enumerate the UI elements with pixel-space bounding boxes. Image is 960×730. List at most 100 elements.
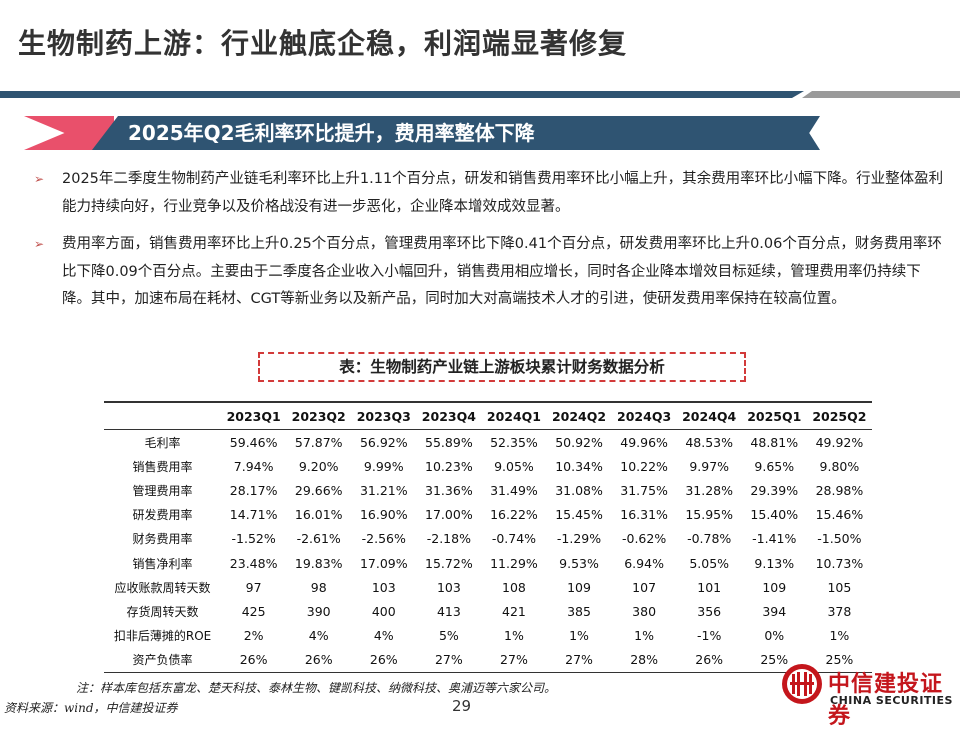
data-cell: -2.56% — [361, 531, 406, 547]
data-cell: 10.73% — [815, 555, 864, 571]
data-cell: -0.78% — [687, 531, 732, 547]
row-label-cell: 存货周转天数 — [126, 604, 199, 619]
data-cell: 10.34% — [555, 458, 603, 474]
data-cell: 17.09% — [359, 555, 408, 571]
data-cell: 15.95% — [685, 507, 734, 523]
data-cell: 49.92% — [815, 434, 864, 450]
page-title: 生物制药上游：行业触底企稳，利润端显著修复 — [18, 27, 628, 60]
row-label-cell: 销售费用率 — [132, 459, 193, 474]
data-cell: 16.31% — [620, 507, 668, 523]
data-cell: 57.87% — [294, 434, 343, 450]
source-text: 资料来源：wind，中信建投证券 — [4, 701, 178, 715]
data-cell: 2% — [243, 628, 264, 644]
data-cell: 413 — [436, 603, 461, 619]
header-cell: 2023Q1 — [221, 401, 287, 430]
data-cell: -0.62% — [621, 531, 667, 547]
data-cell: 56.92% — [359, 434, 408, 450]
data-cell: 105 — [827, 579, 852, 595]
table-row: 存货周转天数 425 390 400 413 421 385 380 356 394 378 — [104, 599, 872, 623]
data-cell: 394 — [762, 603, 787, 619]
data-cell: 55.89% — [425, 434, 473, 450]
data-cell: 49.96% — [620, 434, 668, 450]
bullet-item: ➢ 费用率方面，销售费用率环比上升0.25个百分点，管理费用率环比下降0.41个… — [34, 231, 944, 314]
data-cell: -0.74% — [491, 531, 537, 547]
data-cell: 31.49% — [490, 482, 538, 498]
data-cell: 4% — [308, 628, 329, 644]
arrow-bullet-icon: ➢ — [34, 172, 45, 186]
table-body: 毛利率 59.46% 57.87% 56.92% 55.89% 52.35% 50.92% 4… — [104, 430, 872, 673]
header-cell: 2023Q4 — [416, 401, 482, 430]
bullet-text: 2025年二季度生物制药产业链毛利率环比上升1.11个百分点，研发和销售费用率环… — [62, 171, 944, 215]
logo-emblem-icon — [782, 664, 822, 704]
bullet-list: ➢ 2025年二季度生物制药产业链毛利率环比上升1.11个百分点，研发和销售费用… — [34, 166, 944, 324]
data-cell: 9.97% — [689, 458, 730, 474]
data-cell: 5.05% — [689, 555, 730, 571]
page-number: 29 — [452, 697, 472, 715]
data-cell: 0% — [764, 628, 785, 644]
data-cell: 52.35% — [490, 434, 538, 450]
data-cell: -1% — [697, 628, 722, 644]
bullet-item: ➢ 2025年二季度生物制药产业链毛利率环比上升1.11个百分点，研发和销售费用… — [34, 166, 944, 221]
data-cell: 29.39% — [750, 482, 799, 498]
data-cell: 50.92% — [555, 434, 603, 450]
table-row: 毛利率 59.46% 57.87% 56.92% 55.89% 52.35% 50.92% 4… — [104, 430, 872, 455]
data-cell: 108 — [502, 579, 526, 595]
header-cell: 2023Q2 — [286, 401, 352, 430]
header-cell: 2024Q4 — [676, 401, 742, 430]
header-cell: 2025Q2 — [806, 401, 872, 430]
data-cell: 48.81% — [750, 434, 799, 450]
row-label-cell: 销售净利率 — [132, 556, 193, 571]
data-cell: -2.61% — [296, 531, 341, 547]
data-cell: 10.22% — [620, 458, 668, 474]
row-label-cell: 财务费用率 — [132, 532, 193, 547]
data-cell: 11.29% — [490, 555, 538, 571]
header-cell-corner — [104, 401, 222, 430]
bullet-text: 费用率方面，销售费用率环比上升0.25个百分点，管理费用率环比下降0.41个百分… — [62, 236, 942, 307]
data-cell: 9.20% — [298, 458, 339, 474]
data-cell: 16.01% — [294, 507, 343, 523]
data-cell: 27% — [546, 647, 612, 673]
arrow-bullet-icon: ➢ — [34, 237, 45, 251]
data-cell: 380 — [632, 603, 657, 619]
header-cell: 2025Q1 — [741, 401, 807, 430]
data-cell: 6.94% — [624, 555, 664, 571]
data-cell: 109 — [567, 579, 591, 595]
data-cell: 425 — [241, 603, 266, 619]
data-cell: 17.00% — [425, 507, 473, 523]
data-cell: -2.18% — [426, 531, 471, 547]
header-cell: 2024Q2 — [546, 401, 612, 430]
data-cell: 378 — [827, 603, 852, 619]
data-cell: 7.94% — [233, 458, 274, 474]
data-cell: 16.22% — [490, 507, 538, 523]
data-cell: 9.53% — [559, 555, 599, 571]
data-cell: 98 — [310, 579, 327, 595]
data-cell: 31.75% — [620, 482, 668, 498]
table-note: 注：样本库包括东富龙、楚天科技、泰林生物、键凯科技、纳微科技、奥浦迈等六家公司。 — [76, 681, 557, 695]
row-label-cell: 应收账款周转天数 — [114, 580, 211, 595]
header-cell: 2024Q3 — [611, 401, 677, 430]
table-row: 销售净利率 23.48% 19.83% 17.09% 15.72% 11.29% 9.53%… — [104, 551, 872, 575]
data-cell: 1% — [634, 628, 655, 644]
table-row: 管理费用率 28.17% 29.66% 31.21% 31.36% 31.49% 31.08… — [104, 478, 872, 502]
row-label-cell: 研发费用率 — [132, 508, 193, 523]
data-cell: 15.72% — [425, 555, 473, 571]
data-cell: 1% — [569, 628, 589, 644]
data-cell: 31.36% — [425, 482, 473, 498]
data-cell: 27% — [416, 647, 482, 673]
data-cell: 15.46% — [815, 507, 864, 523]
data-cell: 9.80% — [819, 458, 860, 474]
data-cell: 19.83% — [294, 555, 343, 571]
data-cell: 400 — [371, 603, 396, 619]
data-cell: 109 — [762, 579, 787, 595]
data-cell: 28.98% — [815, 482, 864, 498]
company-logo: 中信建投证券 CHINA SECURITIES — [780, 662, 956, 729]
data-cell: 16.90% — [359, 507, 408, 523]
data-cell: 27% — [481, 647, 547, 673]
data-cell: 59.46% — [229, 434, 278, 450]
data-cell: 25% — [806, 647, 872, 673]
data-cell: 1% — [829, 628, 850, 644]
data-cell: 356 — [697, 603, 722, 619]
data-cell: 26% — [286, 647, 352, 673]
table-row: 扣非后薄摊的ROE 2% 4% 4% 5% 1% 1% 1% -1% 0% 1% — [104, 624, 872, 648]
data-cell: 101 — [697, 579, 722, 595]
